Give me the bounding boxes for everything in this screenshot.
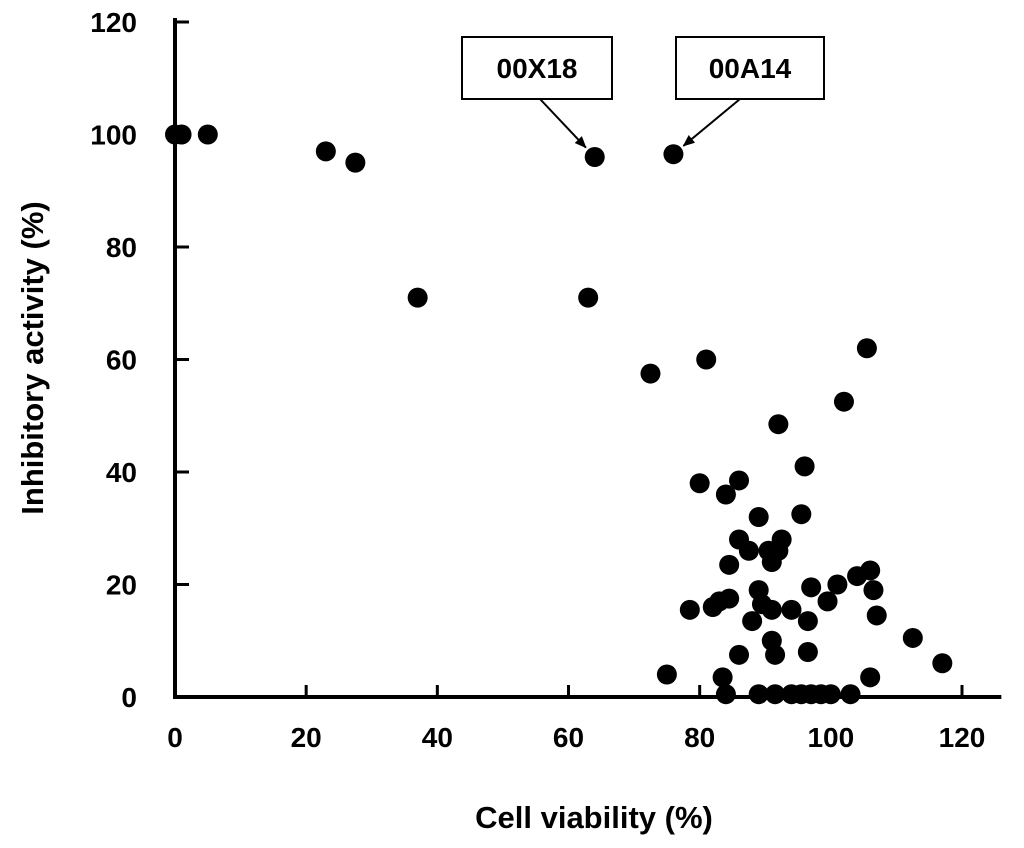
data-point xyxy=(689,473,710,494)
y-tick-label: 120 xyxy=(90,7,137,38)
data-point xyxy=(640,363,661,384)
data-point xyxy=(696,349,717,370)
data-point xyxy=(729,470,750,491)
data-point xyxy=(345,152,366,173)
data-point xyxy=(860,667,881,688)
data-point xyxy=(738,540,759,561)
x-tick-label: 20 xyxy=(291,722,322,753)
data-point xyxy=(748,507,769,527)
data-points xyxy=(165,124,953,705)
x-tick-label: 60 xyxy=(553,722,584,753)
annotation-arrow xyxy=(682,98,741,147)
data-point xyxy=(847,566,868,587)
annotation-arrow xyxy=(539,98,587,149)
data-point xyxy=(761,552,782,572)
data-point xyxy=(407,287,428,308)
y-tick-label: 40 xyxy=(106,457,137,488)
data-point xyxy=(761,599,782,620)
x-tick-label: 80 xyxy=(684,722,715,753)
data-point xyxy=(866,605,887,626)
data-point xyxy=(729,644,750,665)
data-point xyxy=(833,391,854,412)
data-point xyxy=(856,338,877,359)
data-point xyxy=(801,577,822,598)
data-point xyxy=(315,141,336,162)
y-tick-label: 0 xyxy=(121,682,137,713)
data-point xyxy=(719,588,740,609)
annotation-00x18: 00X18 xyxy=(461,36,613,149)
data-point xyxy=(820,684,841,705)
data-point xyxy=(679,599,700,620)
annotation-label: 00A14 xyxy=(709,53,792,84)
data-point xyxy=(171,124,192,145)
y-axis-title: Inhibitory activity (%) xyxy=(15,201,50,514)
x-axis-title: Cell viability (%) xyxy=(475,800,713,835)
data-point xyxy=(584,147,605,167)
data-point xyxy=(578,287,599,308)
x-tick-label: 0 xyxy=(167,722,183,753)
data-point xyxy=(656,664,677,685)
data-point xyxy=(781,599,802,620)
x-tick-label: 120 xyxy=(939,722,986,753)
data-point xyxy=(840,684,861,705)
data-point xyxy=(702,597,723,617)
data-point xyxy=(817,591,838,612)
data-point xyxy=(932,653,953,674)
data-point xyxy=(742,611,763,632)
data-point xyxy=(797,611,818,632)
annotation-label: 00X18 xyxy=(497,53,578,84)
y-tick-label: 100 xyxy=(90,120,137,151)
ticks: 0 20 40 60 80 100 120 0 20 40 60 80 100 120 xyxy=(90,7,985,753)
data-point xyxy=(712,667,733,688)
data-point xyxy=(765,644,786,665)
x-tick-label: 40 xyxy=(422,722,453,753)
annotations: 00X18 00A14 xyxy=(461,36,825,149)
annotation-00a14: 00A14 xyxy=(675,36,825,147)
annotation-box xyxy=(461,36,613,100)
data-point xyxy=(765,684,786,705)
data-point xyxy=(794,456,815,477)
y-tick-label: 60 xyxy=(106,345,137,376)
data-point xyxy=(715,484,736,505)
data-point xyxy=(719,554,740,575)
data-point xyxy=(902,627,923,648)
data-point xyxy=(663,144,684,165)
annotation-box xyxy=(675,36,825,100)
y-tick-label: 20 xyxy=(106,570,137,601)
data-point xyxy=(827,574,848,595)
data-point xyxy=(768,414,789,435)
data-point xyxy=(197,124,218,145)
data-point xyxy=(863,580,884,601)
x-tick-label: 100 xyxy=(807,722,854,753)
data-point xyxy=(791,504,812,525)
data-point xyxy=(748,684,769,705)
data-point xyxy=(797,642,818,662)
data-point xyxy=(715,684,736,705)
y-tick-label: 80 xyxy=(106,232,137,263)
